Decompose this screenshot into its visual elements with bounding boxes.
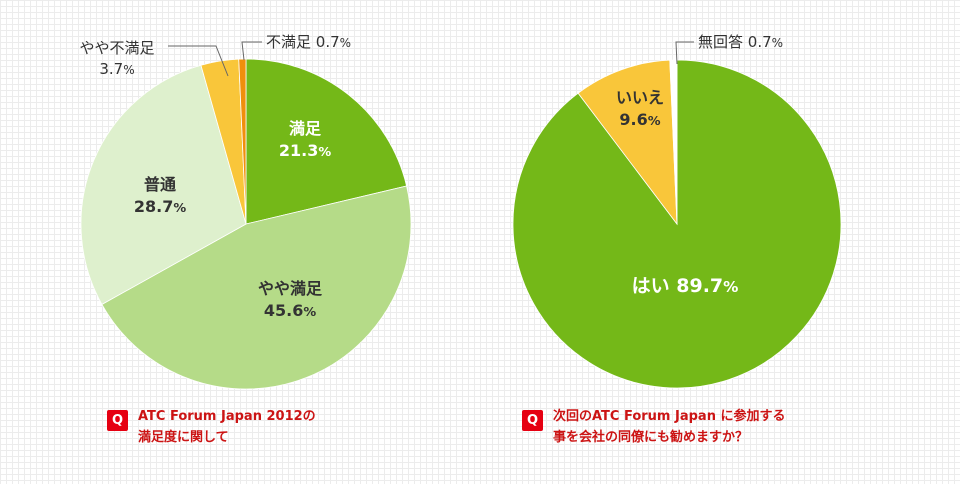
slice-label: はい 89.7% xyxy=(632,275,739,297)
slice-value-number: 9.6 xyxy=(619,110,647,129)
slice-value: 28.7% xyxy=(134,197,186,216)
slice-value: 89.7 xyxy=(676,275,723,297)
slice-name: やや満足 xyxy=(258,279,323,298)
slice-unit: % xyxy=(123,63,134,77)
question-badge: Q xyxy=(522,410,543,431)
leader-line xyxy=(241,41,262,61)
question-satisfaction: Q ATC Forum Japan 2012の 満足度に関して xyxy=(107,406,316,448)
question-text: 次回のATC Forum Japan に参加する 事を会社の同僚にも勧めますか？ xyxy=(553,409,786,445)
slice-unit: % xyxy=(318,145,331,160)
pie-slice-2 xyxy=(577,59,678,226)
slice-unit: % xyxy=(723,278,738,296)
slice-value: 3.7% xyxy=(99,60,134,78)
slice-value: 0.7 xyxy=(316,33,340,51)
slice-name: 不満足 xyxy=(266,33,316,51)
slice-label: 不満足 0.7% xyxy=(266,33,351,51)
slice-value-number: 21.3 xyxy=(279,141,318,160)
slice-value: 0.7 xyxy=(748,33,772,51)
question-badge: Q xyxy=(107,410,128,431)
slice-value: 21.3% xyxy=(279,141,331,160)
slice-unit: % xyxy=(303,305,316,320)
question-recommend: Q 次回のATC Forum Japan に参加する 事を会社の同僚にも勧めます… xyxy=(522,406,785,448)
slice-name: やや不満足 xyxy=(79,39,154,57)
slice-unit: % xyxy=(648,114,661,129)
leader-line xyxy=(168,45,229,77)
pie-slice-1 xyxy=(245,58,408,225)
slice-name: はい xyxy=(632,275,677,297)
slice-name: 普通 xyxy=(144,175,176,194)
slice-unit: % xyxy=(340,36,351,50)
slice-name: 無回答 xyxy=(698,33,748,51)
slice-name: 満足 xyxy=(289,119,322,138)
pie-slice-3 xyxy=(80,64,247,305)
slice-value-number: 28.7 xyxy=(134,197,173,216)
pie-slice-2 xyxy=(101,185,412,390)
pie-slice-1 xyxy=(512,59,842,389)
slice-label: 無回答 0.7% xyxy=(698,33,783,51)
slice-value-number: 3.7 xyxy=(99,60,123,78)
pie-slice-5 xyxy=(238,58,247,225)
leader-line xyxy=(675,41,694,65)
slice-value-number: 45.6 xyxy=(264,301,303,320)
question-text: ATC Forum Japan 2012の 満足度に関して xyxy=(138,409,316,445)
slice-value: 9.6% xyxy=(619,110,660,129)
slice-name: いいえ xyxy=(616,88,664,107)
slice-value: 45.6% xyxy=(264,301,316,320)
slice-unit: % xyxy=(772,36,783,50)
slice-unit: % xyxy=(173,201,186,216)
